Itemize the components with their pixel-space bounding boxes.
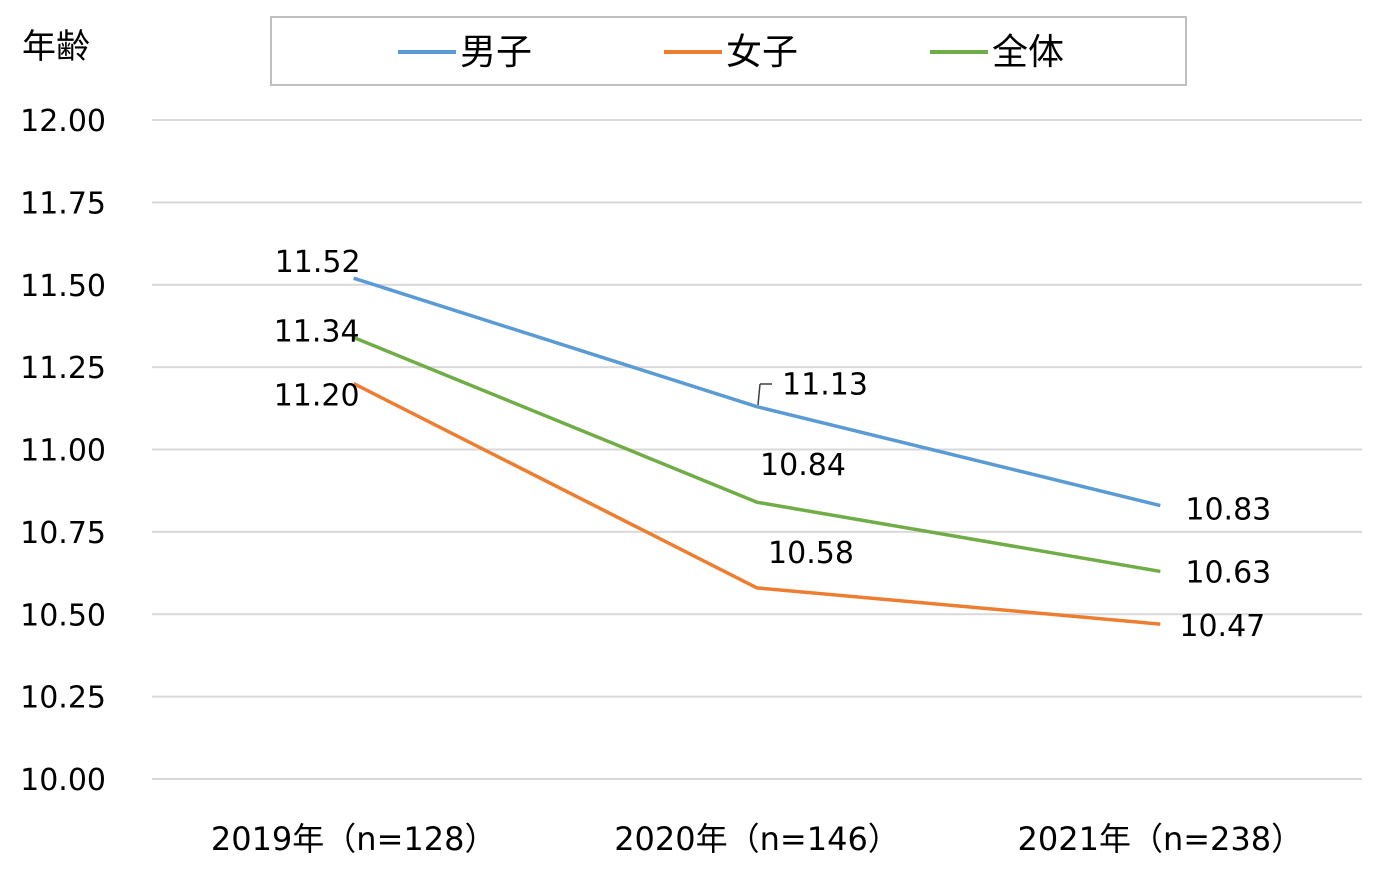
data-label: 10.58	[768, 536, 854, 571]
leader-line	[757, 383, 761, 406]
y-axis-title: 年齢	[22, 27, 90, 67]
y-tick-label: 10.00	[20, 763, 106, 798]
legend-label: 全体	[992, 32, 1064, 73]
legend-label: 女子	[726, 32, 798, 73]
data-label: 11.34	[274, 314, 360, 349]
gridlines	[152, 119, 1362, 780]
y-tick-label: 10.25	[20, 681, 106, 716]
legend-box	[270, 16, 1187, 86]
data-label: 10.63	[1185, 555, 1271, 590]
legend-label: 男子	[460, 32, 532, 73]
y-tick-label: 11.50	[20, 269, 106, 304]
legend: 男子 女子 全体	[270, 16, 1187, 86]
x-tick-label: 2020年（n=146）	[614, 820, 900, 858]
x-tick-label: 2021年（n=238）	[1018, 820, 1304, 858]
series-line	[353, 276, 1161, 508]
y-tick-label: 10.75	[20, 516, 106, 551]
series-lines	[352, 276, 1161, 626]
y-tick-label: 11.25	[20, 351, 106, 386]
series-line	[352, 382, 1161, 626]
y-tick-label: 12.00	[20, 104, 106, 139]
data-label: 10.84	[760, 448, 846, 483]
x-axis-ticks: 2019年（n=128） 2020年（n=146） 2021年（n=238）	[211, 820, 1303, 858]
series-line	[353, 335, 1161, 574]
data-label: 11.13	[782, 368, 868, 403]
y-axis-ticks: 10.00 10.25 10.50 10.75 11.00 11.25 11.50 11.75…	[20, 104, 106, 798]
y-tick-label: 11.00	[20, 434, 106, 469]
y-tick-label: 11.75	[20, 186, 106, 221]
data-label: 10.47	[1179, 609, 1265, 644]
data-label: 11.20	[274, 379, 360, 414]
data-labels: 11.52 11.13 10.83 11.20 10.58 10.47 11.34 10.84…	[274, 245, 1272, 644]
y-tick-label: 10.50	[20, 598, 106, 633]
x-tick-label: 2019年（n=128）	[211, 820, 497, 858]
data-label: 11.52	[275, 245, 361, 280]
data-label: 10.83	[1185, 493, 1271, 528]
